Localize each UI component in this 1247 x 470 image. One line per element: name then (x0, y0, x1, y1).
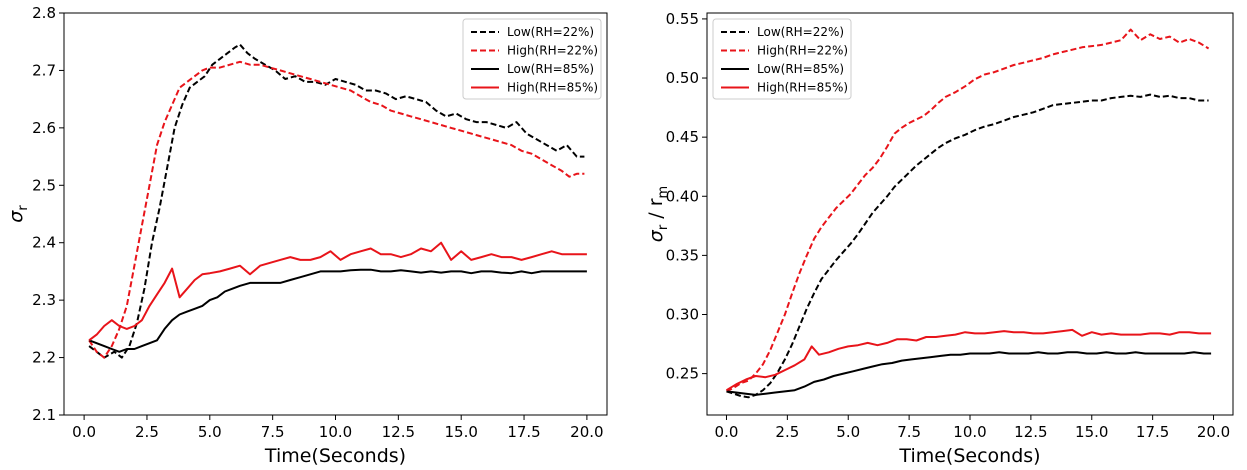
legend-label: High(RH=85%) (507, 81, 598, 95)
x-tick-label: 7.5 (261, 423, 285, 441)
x-axis-label: Time(Seconds) (264, 445, 406, 467)
y-label-subscript: r (16, 205, 31, 211)
chart-panel-1: 0.0 2.5 5.0 7.5 10.0 12.5 15.0 17.5 20.0 2.1 2.2 2.… (5, 4, 608, 467)
x-tick-label: 10.0 (319, 423, 352, 441)
legend-label: High(RH=22%) (507, 44, 598, 58)
y-label-subscript-2: m (656, 186, 671, 199)
x-tick-label: 5.0 (198, 423, 222, 441)
y-label-divider: / r (645, 198, 667, 224)
y-tick-label: 0.45 (666, 128, 699, 146)
y-axis-label: σr / rm (645, 186, 671, 242)
x-tick-label: 15.0 (444, 423, 477, 441)
series-line-3 (88, 268, 587, 353)
series-line-1 (726, 93, 1209, 399)
x-tick-label: 17.5 (1136, 423, 1169, 441)
y-tick-label: 2.7 (32, 61, 56, 79)
y-label-symbol: σ (5, 210, 27, 223)
x-tick-label: 2.5 (775, 423, 799, 441)
legend-frame (712, 18, 852, 100)
y-tick-label: 2.6 (32, 119, 56, 137)
legend-label: High(RH=22%) (757, 44, 848, 58)
legend-label: Low(RH=22%) (507, 25, 594, 39)
y-tick-label: 2.3 (32, 291, 56, 309)
series-group (88, 43, 587, 359)
x-tick-label: 15.0 (1075, 423, 1108, 441)
y-tick-label: 2.1 (32, 406, 56, 424)
series-line-3 (726, 351, 1212, 396)
series-group (725, 28, 1212, 399)
series-line-1 (88, 43, 585, 359)
x-tick-label: 0.0 (715, 423, 739, 441)
series-line-2 (88, 60, 585, 359)
y-tick-label: 0.55 (666, 10, 699, 28)
y-tick-label: 0.40 (666, 187, 699, 205)
x-tick-label: 12.5 (1014, 423, 1047, 441)
x-tick-label: 0.0 (72, 423, 96, 441)
y-label-subscript: r (656, 224, 671, 230)
x-tick-label: 12.5 (382, 423, 415, 441)
x-tick-label: 5.0 (836, 423, 860, 441)
y-label-symbol: σ (645, 229, 667, 242)
x-tick-label: 2.5 (135, 423, 159, 441)
x-axis-label: Time(Seconds) (898, 445, 1040, 467)
y-axis-label: σr (5, 205, 31, 223)
x-tick-label: 10.0 (953, 423, 986, 441)
x-tick-label: 17.5 (507, 423, 540, 441)
y-tick-label: 0.25 (666, 365, 699, 383)
y-tick-label: 2.8 (32, 4, 56, 22)
series-line-2 (726, 28, 1210, 393)
legend: Low(RH=22%) High(RH=22%) Low(RH=85%) High(R… (462, 18, 602, 100)
y-tick-label: 0.50 (666, 69, 699, 87)
chart-panel-2: 0.0 2.5 5.0 7.5 10.0 12.5 15.0 17.5 20.0 0.25 0.30… (645, 10, 1234, 467)
series-line-4 (725, 328, 1212, 392)
y-tick-label: 0.30 (666, 306, 699, 324)
legend-label: Low(RH=85%) (757, 62, 844, 76)
y-tick-label: 2.4 (32, 234, 56, 252)
x-tick-label: 20.0 (1197, 423, 1230, 441)
legend-frame (462, 18, 602, 100)
legend-label: High(RH=85%) (757, 81, 848, 95)
y-tick-label: 0.35 (666, 246, 699, 264)
y-tick-label: 2.2 (32, 349, 56, 367)
x-tick-label: 20.0 (570, 423, 603, 441)
y-tick-label: 2.5 (32, 176, 56, 194)
x-tick-label: 7.5 (897, 423, 921, 441)
legend: Low(RH=22%) High(RH=22%) Low(RH=85%) High(R… (712, 18, 852, 100)
legend-label: Low(RH=22%) (757, 25, 844, 39)
series-line-4 (88, 241, 587, 342)
legend-label: Low(RH=85%) (507, 62, 594, 76)
